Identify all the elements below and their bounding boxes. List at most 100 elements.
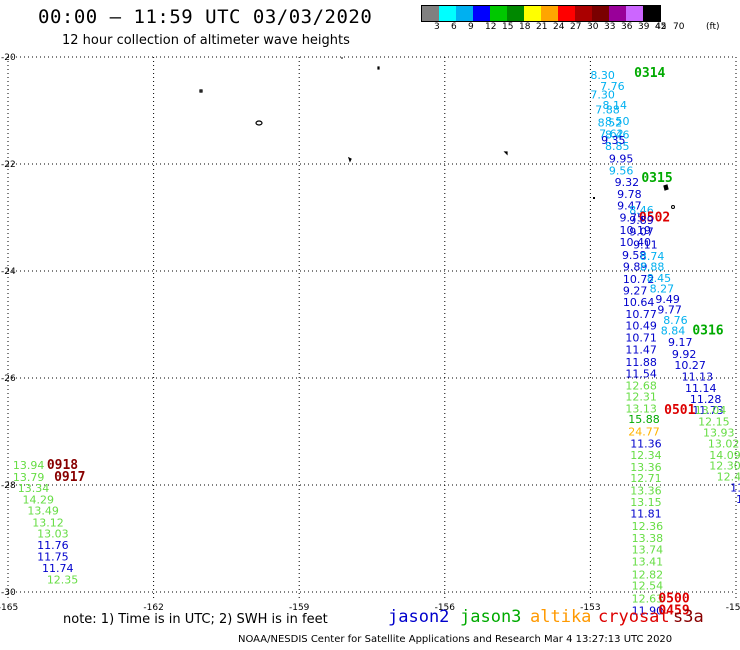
legend-swatch — [507, 6, 524, 21]
wave-height-label: 12.68 — [625, 379, 657, 392]
legend-tick-label: 24 — [553, 22, 565, 32]
legend-swatch — [609, 6, 626, 21]
wave-height-label: 12.41 — [717, 470, 740, 483]
x-tick-label: -165 — [0, 603, 18, 613]
legend-tick-label: 45 — [655, 22, 667, 32]
wave-height-label: 14.29 — [23, 493, 54, 506]
wave-height-label: 11.14 — [685, 382, 717, 395]
wave-height-label: 10.40 — [620, 236, 652, 249]
legend-swatch — [575, 6, 592, 21]
wave-height-label: 13.93 — [703, 427, 735, 440]
pass-time-label: 0459 — [658, 604, 689, 619]
wave-height-label: 11.36 — [630, 437, 662, 450]
wave-height-label: 11.88 — [625, 356, 657, 369]
x-tick-label: -159 — [289, 603, 310, 613]
wave-height-label: 13.94 — [13, 459, 45, 472]
legend-tick-label: 36 — [621, 22, 633, 32]
wave-height-label: 13.13 — [625, 402, 657, 415]
wave-height-label: 11.81 — [630, 507, 662, 520]
legend-swatch — [592, 6, 609, 21]
wave-height-label: 9.78 — [617, 188, 642, 201]
wave-height-label: 9.56 — [609, 164, 634, 177]
satellite-legend-altika: altika — [530, 607, 592, 627]
legend-tick-label: 15 — [502, 22, 514, 32]
wave-height-label: 8.46 — [629, 204, 654, 217]
legend-swatch — [422, 6, 439, 21]
y-tick-label: -28 — [1, 481, 16, 491]
wave-height-label: 12.71 — [630, 472, 662, 485]
legend-swatch — [439, 6, 456, 21]
wave-height-label: 13.49 — [27, 505, 59, 518]
legend-swatch — [541, 6, 558, 21]
wave-height-label: 13.41 — [632, 556, 664, 569]
legend-tick-label: 9 — [468, 22, 474, 32]
wave-height-label: 14.09 — [709, 449, 740, 462]
chart-subtitle: 12 hour collection of altimeter wave hei… — [62, 33, 350, 48]
x-tick-label: -150 — [726, 603, 740, 613]
wave-height-label: 9.47 — [617, 200, 642, 213]
wave-height-label: 11.97 — [730, 482, 740, 495]
wave-height-label: 7.62 — [599, 128, 624, 141]
legend-tick-label: 39 — [638, 22, 650, 32]
pass-time-label: 0316 — [692, 323, 723, 338]
wave-height-label: 8.27 — [650, 283, 675, 296]
wave-height-label: 8.50 — [605, 115, 630, 128]
wave-height-label: 9.17 — [668, 336, 693, 349]
wave-height-label: 12.31 — [625, 391, 657, 404]
satellite-legend-cryosat: cryosat — [598, 607, 670, 627]
wave-height-label: 8.14 — [603, 99, 628, 112]
island-shape — [503, 151, 508, 156]
legend-tick-label: 42 — [655, 22, 667, 32]
wave-height-label: 15.88 — [628, 413, 660, 426]
island-shape — [199, 89, 203, 93]
wave-height-label: 13.03 — [37, 528, 68, 541]
wave-height-label: 13.12 — [32, 516, 64, 529]
wave-height-label: 13.34 — [18, 482, 49, 495]
wave-height-label: 13.15 — [630, 496, 662, 509]
satellite-legend-jason2: jason2 — [388, 607, 450, 627]
legend-swatch — [524, 6, 541, 21]
wave-height-label: 11.68 — [736, 493, 740, 506]
wave-height-label: 9.92 — [672, 348, 697, 361]
wave-height-label: 10.19 — [620, 224, 652, 237]
wave-height-label: 13.04 — [695, 404, 727, 417]
map-grid — [7, 56, 737, 600]
wave-height-label: 10.71 — [625, 331, 657, 344]
wave-height-label: 9.07 — [629, 225, 654, 238]
legend-tick-label: 18 — [519, 22, 531, 32]
wave-height-label: 8.45 — [647, 272, 672, 285]
legend-tick-label: 70 — [673, 22, 685, 32]
wave-height-label: 11.13 — [682, 370, 714, 383]
legend-swatch — [456, 6, 473, 21]
wave-height-label: 9.95 — [609, 153, 634, 166]
legend-tick-label: 30 — [587, 22, 599, 32]
wave-height-label: 11.90 — [632, 605, 664, 618]
wave-height-label: 9.75 — [620, 212, 645, 225]
wave-height-label: 11.74 — [42, 562, 73, 575]
color-scale-legend — [421, 5, 661, 22]
legend-unit-label: (ft) — [706, 22, 720, 32]
pass-time-label: 0917 — [54, 470, 85, 485]
wave-height-label: 10.64 — [623, 296, 655, 309]
wave-height-label: 9.35 — [601, 134, 626, 147]
wave-height-label: 9.11 — [633, 238, 658, 251]
wave-height-label: 11.76 — [37, 539, 68, 552]
island-shape — [671, 205, 675, 209]
wave-height-label: 9.77 — [657, 304, 682, 317]
pass-time-label: 0918 — [47, 458, 78, 473]
wave-height-label: 13.36 — [630, 461, 662, 474]
legend-tick-label: 12 — [485, 22, 497, 32]
wave-height-label: 12.36 — [632, 520, 664, 533]
legend-swatch — [558, 6, 575, 21]
wave-height-label: 8.88 — [640, 261, 665, 274]
wave-height-label: 13.02 — [708, 437, 740, 450]
wave-height-label: 10.77 — [625, 308, 657, 321]
island-shape — [593, 197, 595, 199]
wave-height-label: 9.89 — [623, 261, 648, 274]
wave-height-label: 11.54 — [625, 368, 657, 381]
wave-height-label: 10.49 — [625, 320, 657, 333]
legend-swatch — [643, 6, 660, 21]
wave-height-label: 8.85 — [605, 140, 630, 153]
wave-height-label: 8.74 — [640, 250, 665, 263]
legend-tick-label: 27 — [570, 22, 582, 32]
